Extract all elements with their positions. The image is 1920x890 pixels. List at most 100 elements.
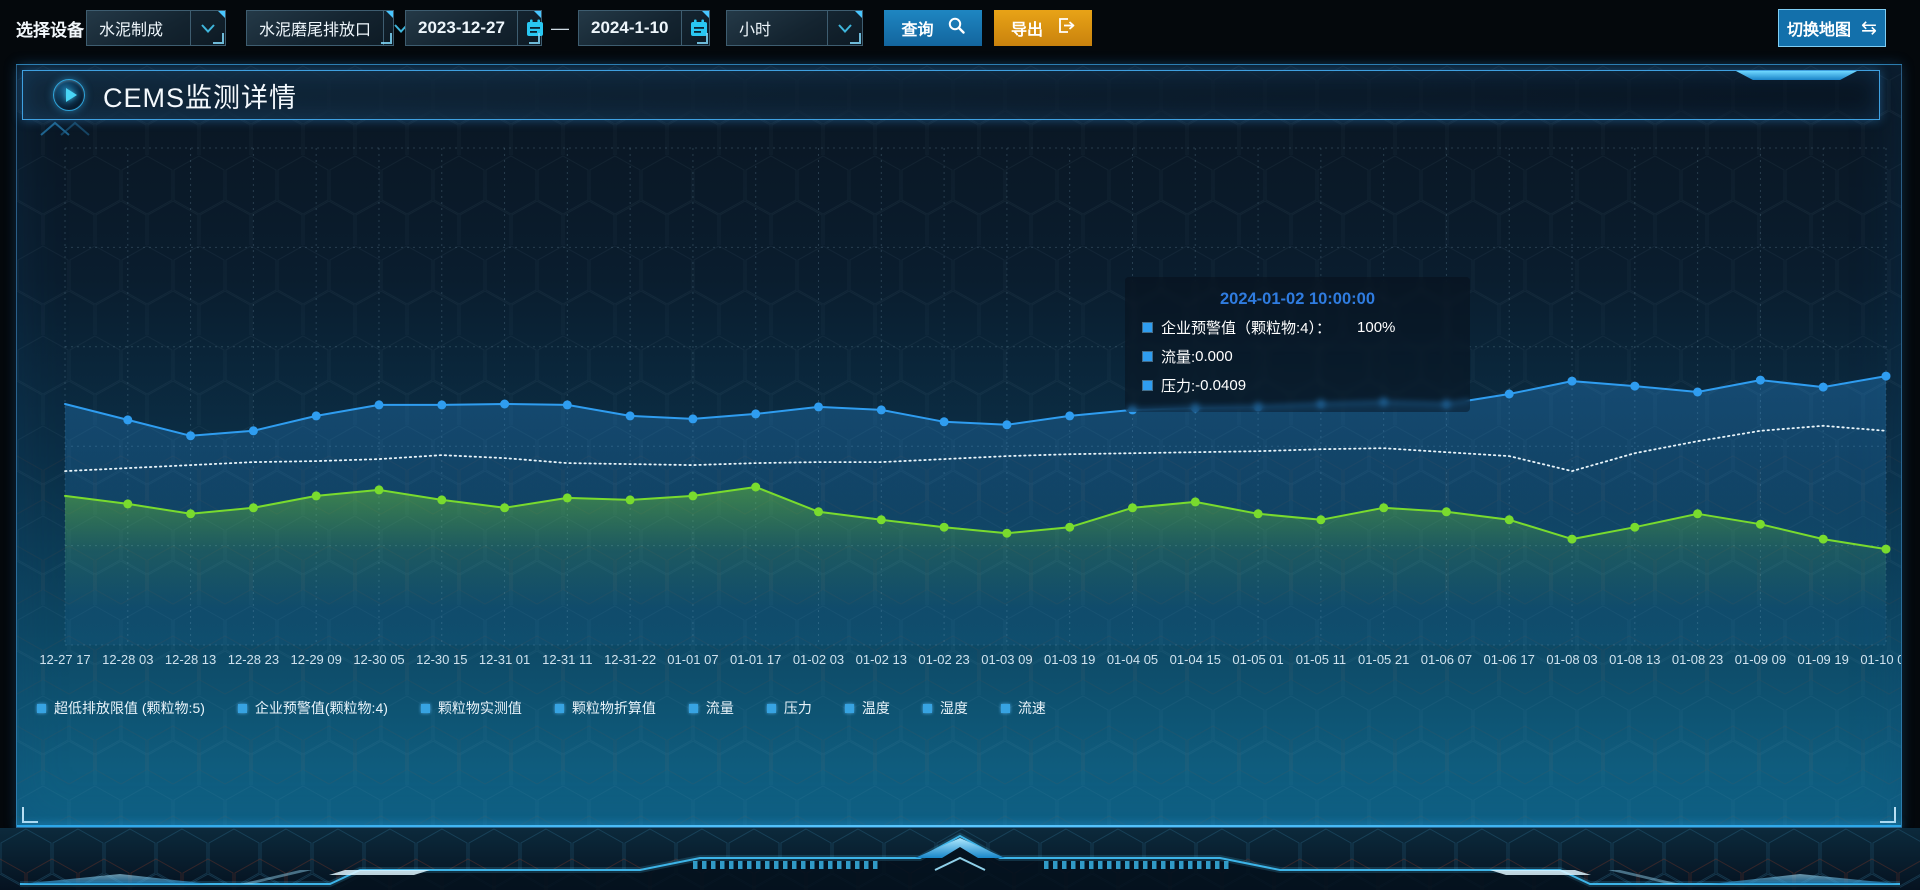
series-point[interactable] xyxy=(814,402,823,412)
series-point[interactable] xyxy=(437,495,447,505)
series-point[interactable] xyxy=(123,499,133,509)
series-point[interactable] xyxy=(1065,522,1075,532)
series-line xyxy=(64,375,1887,437)
x-axis-label: 01-02 13 xyxy=(856,652,907,667)
x-axis-label: 01-05 11 xyxy=(1296,652,1346,667)
legend-item[interactable]: 颗粒物折算值 xyxy=(554,698,656,718)
series-point[interactable] xyxy=(625,411,635,421)
series-point[interactable] xyxy=(248,503,258,513)
series-line xyxy=(64,424,1887,472)
chevron-down-icon xyxy=(190,11,225,45)
end-date-picker[interactable]: 2024-1-10 xyxy=(578,10,710,46)
tooltip-series-name: 企业预警值（颗粒物:4）： xyxy=(1161,320,1332,337)
series-point[interactable] xyxy=(311,491,321,501)
series-point[interactable] xyxy=(1881,544,1891,554)
export-button[interactable]: 导出 xyxy=(994,10,1092,46)
start-date-picker[interactable]: 2023-12-27 xyxy=(405,10,543,46)
x-axis-label: 12-30 15 xyxy=(416,652,467,667)
series-point[interactable] xyxy=(1755,519,1765,529)
query-button[interactable]: 查询 xyxy=(884,10,982,46)
x-axis-label: 12-31 01 xyxy=(479,652,530,667)
panel-header: CEMS监测详情 xyxy=(22,70,1880,120)
legend-item[interactable]: 流速 xyxy=(1000,698,1046,718)
series-point[interactable] xyxy=(1002,420,1012,430)
series-point[interactable] xyxy=(1190,497,1200,507)
interval-select-value: 小时 xyxy=(739,22,772,39)
legend-item[interactable]: 温度 xyxy=(844,698,890,718)
series-point[interactable] xyxy=(1316,515,1326,525)
series-point[interactable] xyxy=(1567,534,1577,544)
series-point[interactable] xyxy=(939,417,949,427)
play-icon xyxy=(53,79,85,111)
series-point[interactable] xyxy=(374,400,384,410)
series-point[interactable] xyxy=(751,409,761,419)
legend-item[interactable]: 企业预警值(颗粒物:4) xyxy=(237,698,388,718)
series-point[interactable] xyxy=(1253,509,1263,519)
series-point[interactable] xyxy=(1693,509,1703,519)
legend-marker-icon xyxy=(922,703,932,713)
x-axis-label: 01-08 03 xyxy=(1546,652,1597,667)
legend-label: 流量 xyxy=(705,700,734,716)
series-point[interactable] xyxy=(1755,375,1765,385)
tooltip-row: 企业预警值（颗粒物:4）： 100% xyxy=(1143,317,1452,338)
outlet-select[interactable]: 水泥磨尾排放口 xyxy=(246,10,408,46)
series-point[interactable] xyxy=(1630,381,1640,391)
series-point[interactable] xyxy=(248,426,258,436)
device-select[interactable]: 水泥制成 xyxy=(86,10,226,46)
calendar-icon[interactable] xyxy=(680,11,716,45)
series-point[interactable] xyxy=(939,522,949,532)
series-point[interactable] xyxy=(562,400,572,410)
legend-item[interactable]: 超低排放限值 (颗粒物:5) xyxy=(37,698,205,718)
series-point[interactable] xyxy=(1128,503,1137,513)
x-axis-label: 01-06 07 xyxy=(1421,652,1472,667)
legend-label: 流速 xyxy=(1017,700,1046,716)
series-point[interactable] xyxy=(1504,389,1514,399)
series-point[interactable] xyxy=(688,491,698,501)
legend-label: 企业预警值(颗粒物:4) xyxy=(254,700,388,716)
series-point[interactable] xyxy=(1630,522,1640,532)
series-point[interactable] xyxy=(1567,376,1577,386)
panel-bottom-border xyxy=(17,825,1901,827)
series-point[interactable] xyxy=(876,515,886,525)
series-point[interactable] xyxy=(1818,382,1828,392)
series-point[interactable] xyxy=(1379,503,1389,513)
legend-item[interactable]: 压力 xyxy=(766,698,812,718)
series-point[interactable] xyxy=(1065,411,1075,421)
series-point[interactable] xyxy=(876,405,886,415)
chart-svg[interactable]: 12-27 17 12-28 03 12-28 13 12-28 23 12-29 09… xyxy=(17,122,1901,827)
switch-map-button[interactable]: 切换地图 ⇆ xyxy=(1778,9,1886,47)
x-axis-label: 01-03 09 xyxy=(981,652,1032,667)
series-point[interactable] xyxy=(625,495,635,505)
series-point[interactable] xyxy=(437,400,447,410)
series-point[interactable] xyxy=(1881,371,1891,381)
tooltip-series-value: -0.0409 xyxy=(1195,377,1247,394)
panel-corner-accent xyxy=(22,807,38,823)
series-point[interactable] xyxy=(500,399,510,409)
series-line xyxy=(64,486,1887,551)
series-point[interactable] xyxy=(1818,534,1828,544)
series-point[interactable] xyxy=(1504,515,1514,525)
legend-item[interactable]: 流量 xyxy=(688,698,734,718)
legend-marker-icon xyxy=(688,703,698,713)
series-point[interactable] xyxy=(562,493,572,503)
series-point[interactable] xyxy=(1441,507,1451,517)
series-point[interactable] xyxy=(1693,387,1703,397)
series-point[interactable] xyxy=(374,485,384,495)
series-point[interactable] xyxy=(311,411,321,421)
x-axis-label: 12-29 09 xyxy=(291,652,342,667)
series-point[interactable] xyxy=(186,431,196,441)
calendar-icon[interactable] xyxy=(516,11,552,45)
series-point[interactable] xyxy=(123,415,133,425)
legend-item[interactable]: 湿度 xyxy=(922,698,968,718)
series-point[interactable] xyxy=(1002,528,1012,538)
interval-select[interactable]: 小时 xyxy=(726,10,863,46)
series-area xyxy=(65,487,1886,645)
series-point[interactable] xyxy=(751,482,761,492)
series-point[interactable] xyxy=(186,509,196,519)
x-axis-label: 01-02 23 xyxy=(918,652,969,667)
series-point[interactable] xyxy=(688,414,698,424)
legend-item[interactable]: 颗粒物实测值 xyxy=(420,698,522,718)
series-point[interactable] xyxy=(814,507,823,517)
legend-label: 温度 xyxy=(861,700,890,716)
series-point[interactable] xyxy=(500,503,510,513)
